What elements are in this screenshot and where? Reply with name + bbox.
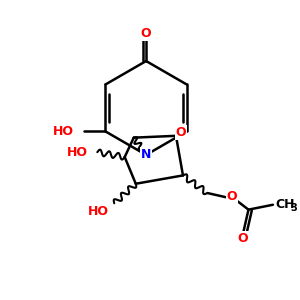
Text: O: O: [141, 27, 152, 40]
Text: O: O: [237, 232, 248, 245]
Text: 3: 3: [290, 203, 297, 213]
Text: CH: CH: [276, 198, 296, 211]
Text: HO: HO: [88, 205, 110, 218]
Text: HO: HO: [67, 146, 88, 159]
Text: O: O: [226, 190, 237, 203]
Text: HO: HO: [53, 125, 74, 138]
Text: O: O: [176, 126, 186, 140]
Text: N: N: [141, 148, 151, 161]
